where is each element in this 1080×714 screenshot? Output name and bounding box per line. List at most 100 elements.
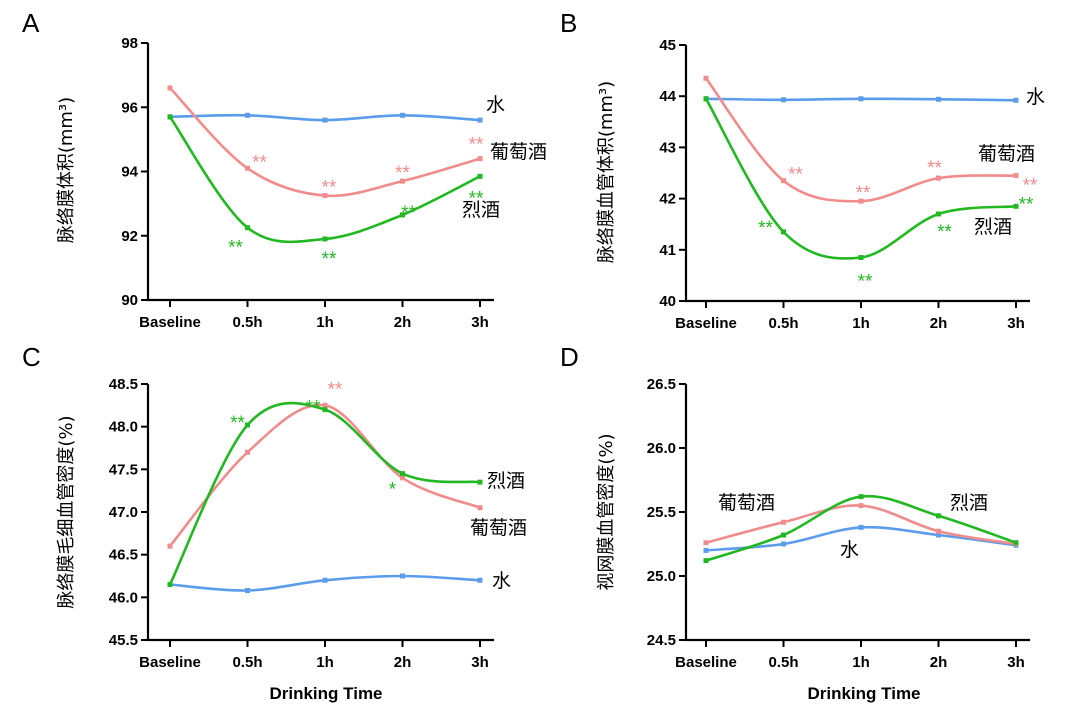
y-tick-label: 98 (121, 35, 138, 52)
y-tick-label: 47.0 (109, 504, 138, 521)
data-point-water (781, 541, 786, 547)
x-tick-label: 3h (471, 654, 489, 671)
data-point-water (400, 573, 405, 579)
panel-b-annotations: **************** (758, 158, 1038, 292)
data-point-liquor (1013, 203, 1019, 209)
panel-c-annotations: ******* (230, 379, 397, 500)
significance-marker: ** (469, 135, 484, 156)
data-point-liquor (477, 173, 483, 179)
data-point-wine (245, 449, 250, 455)
data-point-liquor (400, 471, 405, 477)
x-tick-label: Baseline (139, 314, 201, 331)
significance-marker: ** (328, 379, 343, 400)
panel-d-label-liquor: 烈酒 (950, 492, 988, 514)
data-point-wine (781, 178, 786, 184)
data-point-liquor (781, 532, 786, 538)
significance-marker: ** (927, 158, 942, 179)
data-point-wine (858, 198, 864, 204)
x-tick-label: 0.5h (232, 654, 262, 671)
x-tick-label: 0.5h (768, 654, 798, 671)
y-tick-label: 96 (121, 99, 138, 116)
significance-marker: ** (469, 188, 484, 209)
x-tick-label: Baseline (139, 654, 201, 671)
x-tick-label: Baseline (675, 654, 737, 671)
data-point-liquor (703, 558, 709, 564)
panel-b-lines (703, 75, 1019, 260)
significance-marker: ** (322, 249, 337, 270)
x-tick-label: 1h (852, 654, 870, 671)
panel-a: A 脉络膜体积(mm³) 90 92 94 96 98 Baseline 0.5h 1h 2h 3… (22, 8, 547, 331)
data-point-wine (858, 503, 864, 509)
significance-marker: ** (1019, 194, 1034, 215)
y-tick-label: 40 (659, 293, 676, 310)
data-point-liquor (781, 229, 786, 235)
data-point-liquor (400, 212, 405, 218)
panel-a-ylabel: 脉络膜体积(mm³) (56, 97, 77, 243)
x-tick-label: 1h (316, 314, 334, 331)
data-point-liquor (322, 407, 328, 413)
panel-d: D 视网膜血管密度(%) 24.5 25.0 25.5 26.0 26.5 Baselin… (560, 342, 1030, 703)
panel-a-label-wine: 葡萄酒 (490, 141, 547, 163)
data-point-liquor (936, 211, 941, 217)
x-tick-label: 2h (930, 315, 948, 332)
data-point-wine (477, 505, 483, 511)
series-line-wine (704, 77, 1017, 203)
data-point-liquor (167, 114, 173, 120)
significance-marker: ** (937, 222, 952, 243)
x-tick-label: 2h (394, 654, 412, 671)
panel-d-letter: D (560, 342, 579, 372)
panel-c: C 脉络膜毛细血管密度(%) 45.546.046.547.047.548.04… (22, 342, 527, 703)
significance-marker: ** (306, 398, 321, 419)
y-tick-label: 45.5 (109, 632, 138, 649)
data-point-wine (400, 475, 405, 481)
panel-c-letter: C (22, 342, 41, 372)
data-point-wine (477, 156, 483, 162)
data-point-water (400, 112, 405, 118)
y-tick-label: 26.0 (647, 440, 676, 457)
panel-b-label-wine: 葡萄酒 (978, 143, 1035, 165)
y-tick-label: 94 (121, 164, 138, 181)
y-tick-label: 42 (659, 191, 676, 208)
data-point-liquor (245, 422, 250, 428)
x-tick-label: 3h (471, 314, 489, 331)
panel-d-lines (703, 494, 1019, 564)
y-tick-label: 47.5 (109, 461, 138, 478)
data-point-water (858, 524, 864, 530)
panel-b-ylabel: 脉络膜血管体积(mm³) (596, 81, 617, 263)
panel-a-lines (167, 85, 483, 244)
x-tick-label: 2h (930, 654, 948, 671)
panel-b: B 脉络膜血管体积(mm³) 40 41 42 43 44 45 Baseline 0.5h 1… (560, 8, 1045, 332)
panel-c-label-liquor: 烈酒 (487, 470, 525, 492)
data-point-wine (703, 540, 709, 546)
panel-a-axes: 90 92 94 96 98 Baseline 0.5h 1h 2h 3h (121, 35, 494, 331)
x-tick-label: 3h (1007, 315, 1025, 332)
y-tick-label: 45 (659, 37, 676, 54)
y-tick-label: 25.0 (647, 568, 676, 585)
data-point-wine (1013, 173, 1019, 179)
panel-d-label-wine: 葡萄酒 (718, 492, 775, 514)
panel-c-axes: 45.5 46.0 46.5 47.0 47.5 48.0 48.5 Baseline 0.5h… (109, 376, 494, 671)
panel-d-xlabel: Drinking Time (807, 684, 920, 703)
data-point-wine (781, 519, 786, 525)
data-point-liquor (858, 494, 864, 500)
data-point-wine (322, 402, 328, 408)
data-point-wine (936, 528, 941, 534)
panel-b-label-liquor: 烈酒 (974, 216, 1012, 238)
data-point-water (477, 577, 483, 583)
x-tick-label: 1h (852, 315, 870, 332)
panel-a-label-water: 水 (486, 94, 505, 116)
panel-c-label-wine: 葡萄酒 (470, 517, 527, 539)
data-point-wine (703, 75, 709, 81)
data-point-wine (400, 178, 405, 184)
series-line-liquor (704, 98, 1017, 260)
data-point-water (245, 112, 250, 118)
panel-d-ylabel: 视网膜血管密度(%) (596, 433, 617, 590)
x-tick-label: Baseline (675, 315, 737, 332)
significance-marker: ** (395, 163, 410, 184)
panel-a-letter: A (22, 8, 40, 38)
panel-a-label-liquor: 烈酒 (462, 199, 500, 221)
y-tick-label: 46.5 (109, 547, 138, 564)
data-point-wine (167, 543, 173, 549)
significance-marker: * (389, 480, 397, 501)
significance-marker: ** (788, 165, 803, 186)
